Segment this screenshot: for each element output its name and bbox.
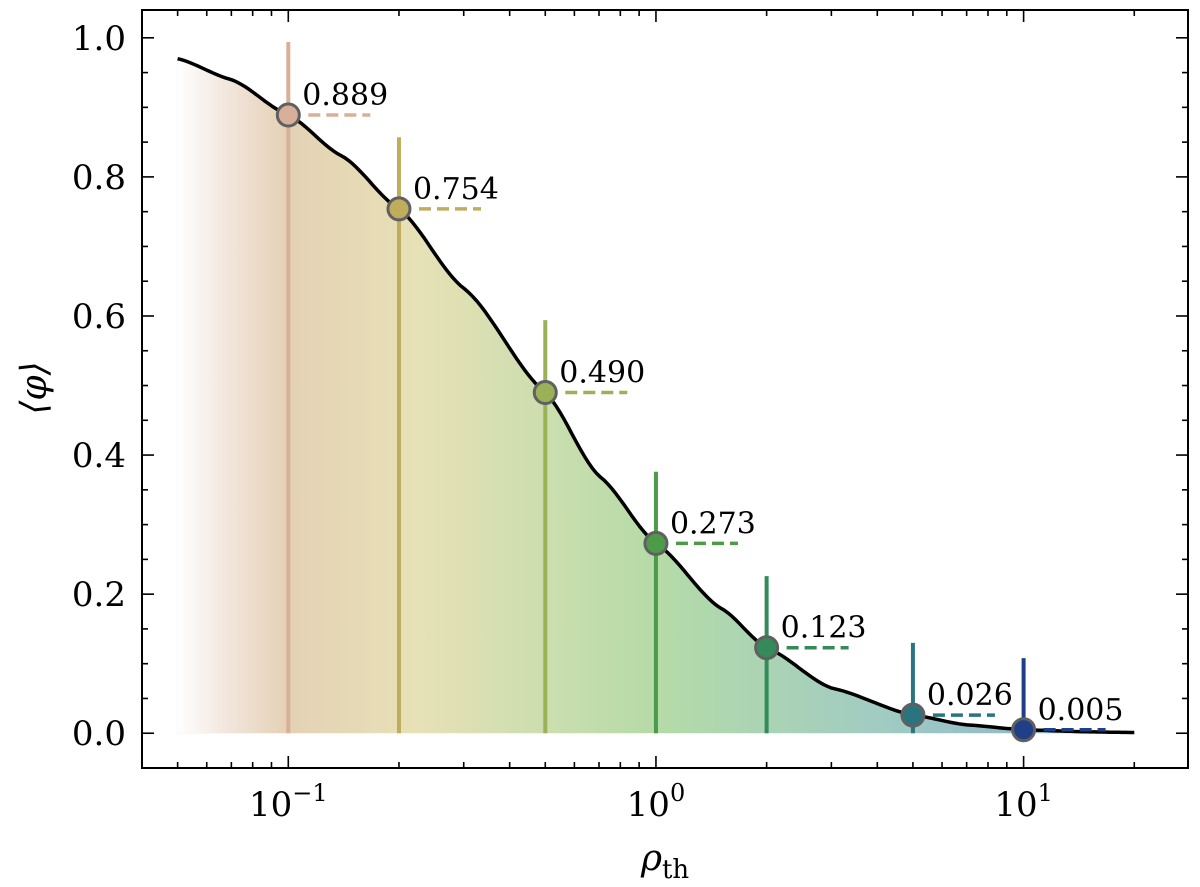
data-label-5: 0.026 (927, 678, 1013, 713)
data-point-1 (386, 196, 412, 222)
data-label-2: 0.490 (559, 355, 645, 390)
x-tick-label: 100 (627, 779, 686, 825)
shaded-area-fade (177, 10, 288, 734)
y-axis-label: ⟨φ⟩ (14, 361, 55, 414)
data-label-0: 0.889 (302, 78, 388, 113)
data-point-5 (900, 702, 926, 728)
data-label-4: 0.123 (781, 611, 867, 646)
y-axis-ticks: 0.0 0.2 0.4 0.6 0.8 1.0 (72, 19, 1188, 754)
x-tick-label: 101 (994, 779, 1053, 825)
y-tick-label: 0.0 (72, 714, 126, 754)
shaded-area (177, 58, 1135, 734)
x-axis-label-sub: th (662, 855, 689, 885)
x-axis-label-main: ρ (640, 838, 662, 879)
plot-frame (141, 9, 1189, 769)
data-point-4 (754, 635, 780, 661)
data-point-3 (643, 530, 669, 556)
data-point-0 (275, 102, 301, 128)
y-tick-label: 0.4 (72, 436, 126, 476)
x-tick-label: 10−1 (249, 779, 328, 825)
x-axis-ticks: 10−1 100 101 (141, 10, 1136, 825)
y-tick-label: 0.2 (72, 575, 126, 615)
y-tick-label: 0.8 (72, 158, 126, 198)
data-label-1: 0.754 (413, 172, 499, 207)
data-label-3: 0.273 (670, 506, 756, 541)
y-tick-label: 1.0 (72, 19, 126, 59)
data-label-6: 0.005 (1038, 693, 1124, 728)
data-point-6 (1011, 717, 1037, 743)
y-tick-label: 0.6 (72, 297, 126, 337)
plot-area: 0.889 0.754 0.490 0.273 0.123 0.026 0.005 (141, 9, 1189, 769)
data-point-2 (532, 379, 558, 405)
x-axis-label: ρth (640, 838, 690, 885)
